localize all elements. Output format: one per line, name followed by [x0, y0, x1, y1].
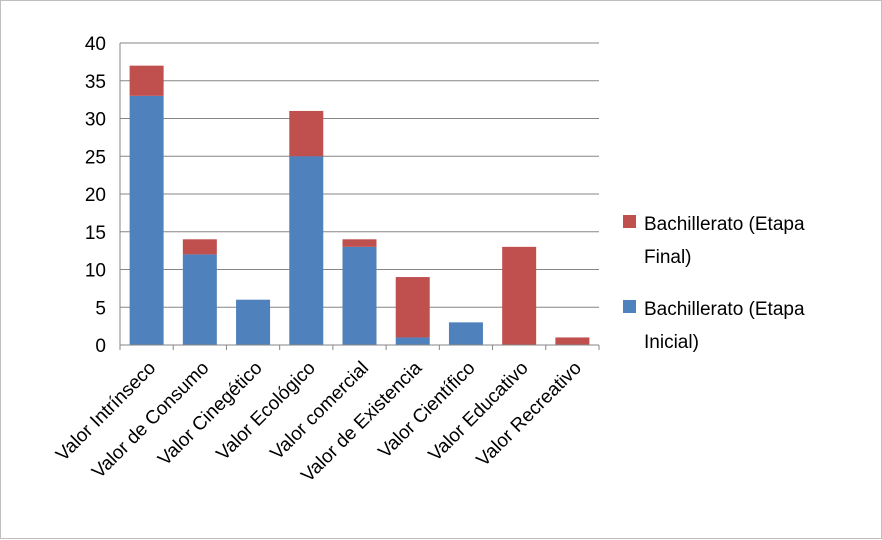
bar-final-5: [342, 239, 377, 247]
bar-final-1: [129, 65, 164, 96]
bar-final-9: [555, 337, 590, 345]
y-tick-labels: 0 5 10 15 20 25 30 35 40: [85, 34, 106, 357]
x-tick-label-7: Valor Científico: [375, 358, 480, 463]
y-tick-label-20: 20: [85, 185, 106, 206]
legend-label-inicial-line1: Bachillerato (Etapa: [644, 299, 805, 320]
bar-inicial-3: [236, 299, 271, 345]
y-tick-label-10: 10: [85, 261, 106, 282]
legend-label-final-line2: Final): [644, 247, 692, 268]
y-tick-label-30: 30: [85, 110, 106, 131]
legend: Bachillerato (Etapa Final) Bachillerato …: [623, 214, 805, 353]
legend-label-final-line1: Bachillerato (Etapa: [644, 214, 805, 235]
bar-inicial-5: [342, 246, 377, 345]
legend-label-inicial-line2: Inicial): [644, 332, 699, 353]
bar-inicial-2: [182, 254, 217, 345]
legend-swatch-final: [623, 215, 636, 228]
bar-inicial-7: [448, 322, 483, 345]
y-tick-label-25: 25: [85, 147, 106, 168]
bar-final-2: [182, 239, 217, 255]
y-tick-label-35: 35: [85, 72, 106, 93]
y-tick-label-5: 5: [95, 298, 106, 319]
bars: [129, 65, 590, 345]
bar-inicial-4: [289, 156, 324, 345]
y-tick-label-15: 15: [85, 223, 106, 244]
bar-final-8: [502, 246, 537, 345]
legend-swatch-inicial: [623, 300, 636, 313]
bar-final-4: [289, 110, 324, 157]
axes: [119, 43, 600, 350]
y-tick-label-0: 0: [95, 336, 106, 357]
bar-inicial-1: [129, 95, 164, 345]
y-tick-label-40: 40: [85, 34, 106, 55]
bar-inicial-6: [395, 337, 430, 345]
bar-final-6: [395, 277, 430, 338]
